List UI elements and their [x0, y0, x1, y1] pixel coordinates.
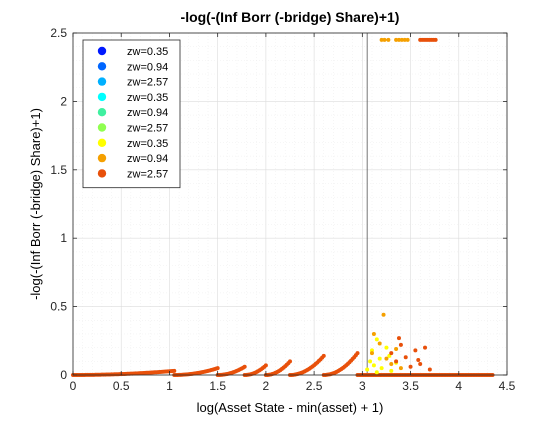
data-point: [368, 359, 372, 363]
y-tick-label: 1: [60, 231, 67, 245]
legend-marker: [98, 93, 106, 101]
legend-entry-label: zw=2.57: [127, 77, 168, 89]
data-point: [378, 357, 382, 361]
ramp-point: [264, 363, 268, 367]
legend-marker: [98, 108, 106, 116]
legend-entry-label: zw=0.35: [127, 46, 168, 58]
legend-marker: [98, 47, 106, 55]
data-point: [384, 357, 388, 361]
legend-entry-label: zw=0.94: [127, 107, 168, 119]
ramp-point: [216, 366, 220, 370]
legend-marker: [98, 169, 106, 177]
data-point: [389, 369, 393, 373]
data-point: [404, 355, 408, 359]
legend-entry-label: zw=0.94: [127, 153, 168, 165]
x-tick-label: 0: [70, 379, 77, 393]
legend-entry-label: zw=0.35: [127, 138, 168, 150]
ramp-point: [243, 365, 247, 369]
data-point: [399, 366, 403, 370]
data-point: [409, 365, 413, 369]
data-point: [384, 346, 388, 350]
data-point: [389, 362, 393, 366]
legend-entry-label: zw=0.94: [127, 61, 168, 73]
x-tick-label: 3: [359, 379, 366, 393]
x-tick-label: 2.5: [306, 379, 323, 393]
x-axis-label: log(Asset State - min(asset) + 1): [197, 400, 384, 415]
legend: zw=0.35 zw=0.94 zw=2.57 zw=0.35 zw=0.94 zw=2.…: [83, 40, 180, 188]
y-tick-label: 2.5: [50, 26, 67, 40]
legend-marker: [98, 62, 106, 70]
data-point: [416, 358, 420, 362]
data-point: [389, 351, 393, 355]
legend-marker: [98, 77, 106, 85]
legend-marker: [98, 139, 106, 147]
x-tick-label: 3.5: [402, 379, 419, 393]
legend-entry-label: zw=2.57: [127, 168, 168, 180]
data-point: [394, 359, 398, 363]
ramp-point: [172, 369, 176, 373]
ramp-point: [322, 354, 326, 358]
legend-marker: [98, 123, 106, 131]
legend-marker: [98, 154, 106, 162]
data-point: [375, 370, 379, 374]
y-tick-label: 1.5: [50, 163, 67, 177]
data-point: [375, 337, 379, 341]
data-point: [372, 363, 376, 367]
data-point: [394, 347, 398, 351]
ramp-point: [356, 351, 360, 355]
legend-entry-label: zw=2.57: [127, 123, 168, 135]
ramp-point: [288, 359, 292, 363]
legend-entry-label: zw=0.35: [127, 92, 168, 104]
data-point: [399, 343, 403, 347]
data-point: [386, 38, 390, 42]
data-point: [413, 348, 417, 352]
x-tick-label: 4.5: [499, 379, 516, 393]
data-point: [380, 366, 384, 370]
data-point: [423, 346, 427, 350]
data-point: [378, 342, 382, 346]
y-tick-label: 2: [60, 94, 67, 108]
data-point: [397, 336, 401, 340]
data-point: [372, 332, 376, 336]
data-point: [434, 38, 438, 42]
data-point: [383, 38, 387, 42]
data-point: [428, 368, 432, 372]
data-point: [370, 351, 374, 355]
data-point: [382, 313, 386, 317]
y-axis-label: -log(-(Inf Borr (-bridge) Share)+1): [28, 108, 43, 300]
data-point: [365, 368, 369, 372]
x-tick-label: 1: [166, 379, 173, 393]
x-tick-label: 1.5: [209, 379, 226, 393]
x-tick-label: 2: [263, 379, 270, 393]
y-tick-label: 0.5: [50, 300, 67, 314]
data-point: [418, 362, 422, 366]
x-tick-label: 4: [455, 379, 462, 393]
chart-title: -log(-(Inf Borr (-bridge) Share)+1): [181, 9, 400, 25]
x-tick-label: 0.5: [113, 379, 130, 393]
data-point: [406, 38, 410, 42]
y-tick-label: 0: [60, 368, 67, 382]
